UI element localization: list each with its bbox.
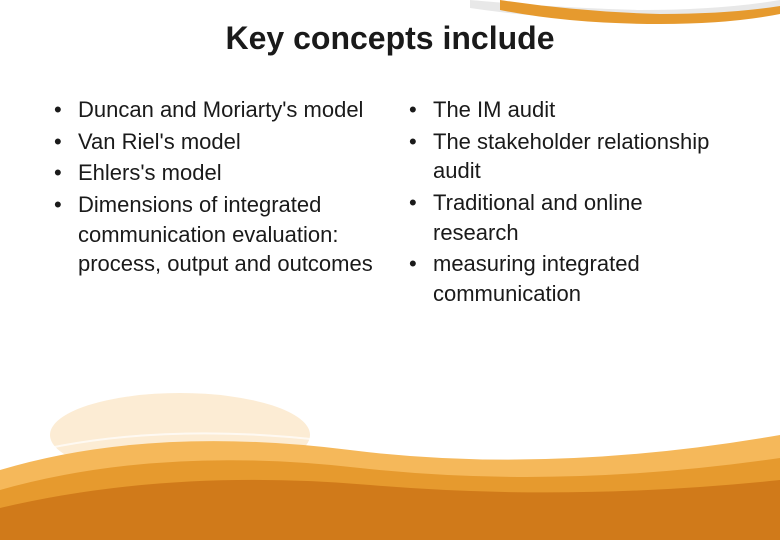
slide-title: Key concepts include xyxy=(0,20,780,57)
list-item: Duncan and Moriarty's model xyxy=(50,95,375,125)
right-column: The IM audit The stakeholder relationshi… xyxy=(405,95,730,311)
list-item: measuring integrated communication xyxy=(405,249,730,308)
list-item: Ehlers's model xyxy=(50,158,375,188)
list-item: The IM audit xyxy=(405,95,730,125)
list-item: The stakeholder relationship audit xyxy=(405,127,730,186)
list-item: Dimensions of integrated communication e… xyxy=(50,190,375,279)
slide: Key concepts include Duncan and Moriarty… xyxy=(0,0,780,540)
list-item: Traditional and online research xyxy=(405,188,730,247)
left-list: Duncan and Moriarty's model Van Riel's m… xyxy=(50,95,375,279)
list-item: Van Riel's model xyxy=(50,127,375,157)
bottom-decorative-swoosh xyxy=(0,340,780,540)
left-column: Duncan and Moriarty's model Van Riel's m… xyxy=(50,95,375,311)
right-list: The IM audit The stakeholder relationshi… xyxy=(405,95,730,309)
content-area: Duncan and Moriarty's model Van Riel's m… xyxy=(50,95,730,311)
